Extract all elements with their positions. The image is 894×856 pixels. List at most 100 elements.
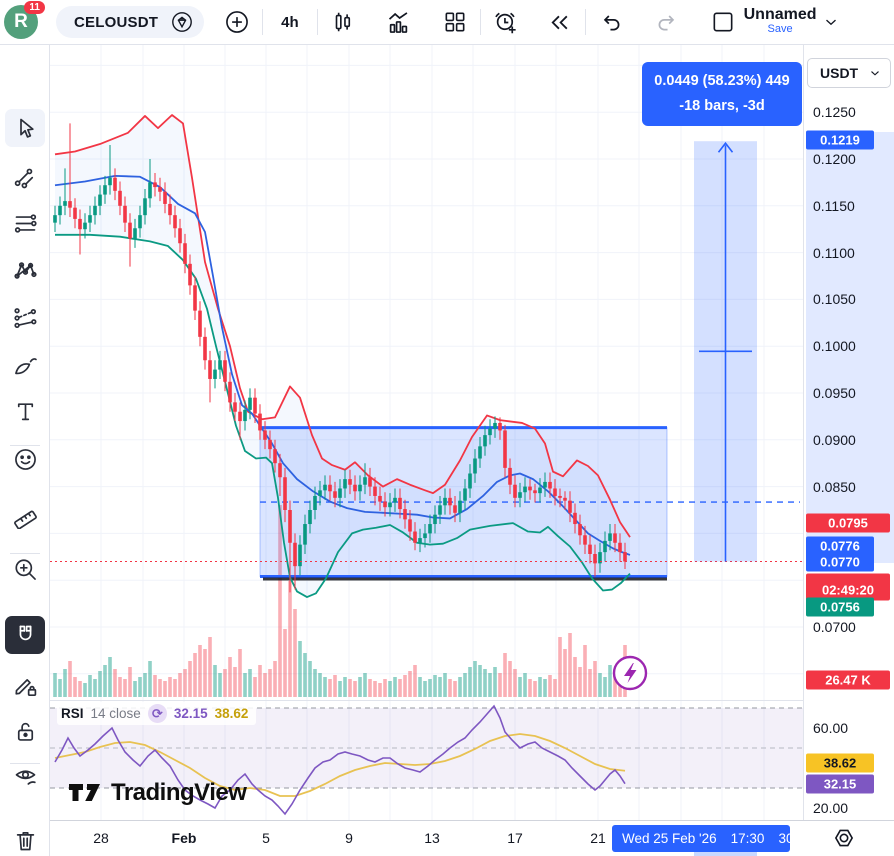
lock-drawings-tool[interactable] (5, 712, 45, 750)
rsi-legend[interactable]: RSI 14 close ⟳ 32.15 38.62 (57, 702, 257, 725)
emoji-tool[interactable] (5, 440, 45, 478)
layout-grid-button[interactable] (436, 3, 474, 41)
price-tick-label: 60.00 (813, 720, 849, 736)
layout-name-button[interactable]: Unnamed Save (744, 7, 817, 37)
price-tick-label: 20.00 (813, 800, 849, 816)
cursor-tool[interactable] (5, 109, 45, 147)
layout-thumbnail-button[interactable] (704, 3, 742, 41)
price-tick-label: 0.1050 (813, 291, 856, 308)
measure-tool[interactable] (5, 496, 45, 534)
lock-drawings-tool-icon (17, 722, 33, 741)
undo-button[interactable] (592, 3, 630, 41)
currency-dropdown[interactable]: USDT (807, 58, 891, 88)
time-tick-label: 28 (93, 830, 109, 846)
trend-line-tool[interactable] (5, 157, 45, 195)
drawing-mode-tool-icon (14, 678, 36, 696)
chevron-down-icon (871, 71, 879, 76)
date-label: Wed 25 Feb '26 17:30 30 (612, 825, 794, 852)
tradingview-mark-icon (69, 784, 100, 801)
price-range-drawing[interactable] (694, 141, 757, 562)
time-tick-label: 21 (590, 830, 606, 846)
toolbar-group-separator (10, 445, 40, 446)
pattern-tool-icon (13, 261, 37, 279)
text-tool-icon (17, 402, 33, 420)
toolbar-group-separator (10, 763, 40, 764)
range-change-text: 0.0449 (58.23%) 449 (654, 73, 790, 89)
rsi-title: RSI (61, 706, 84, 721)
toolbar-separator (262, 9, 264, 35)
alert-button[interactable] (487, 3, 525, 41)
lightning-icon[interactable] (612, 655, 648, 691)
rsi-ma-value: 38.62 (214, 706, 249, 721)
time-text: 17:30 (730, 831, 765, 846)
layout-title: Unnamed (743, 6, 817, 23)
zoom-in-tool[interactable] (5, 550, 45, 588)
redo-button[interactable] (648, 3, 686, 41)
zoom-in-tool-icon (14, 558, 36, 580)
price-tick-label: 0.1000 (813, 338, 856, 355)
price-tick-label: 0.1150 (813, 197, 855, 214)
date-text: Wed 25 Feb '26 (622, 831, 717, 846)
forecast-tool-icon (13, 307, 36, 328)
currency-label: USDT (820, 65, 859, 81)
measure-tool-icon (13, 510, 37, 529)
forecast-tool[interactable] (5, 298, 45, 336)
price-tick-label: 0.1200 (813, 151, 856, 167)
toolbar-separator (316, 9, 318, 35)
price-tick-label: 0.0950 (813, 385, 856, 401)
brush-tool-icon (14, 357, 37, 374)
rsi-line (54, 704, 626, 816)
bollinger-upper-line (54, 114, 631, 538)
magnet-tool[interactable] (5, 616, 45, 654)
price-tick-label: 0.1250 (813, 104, 856, 121)
price-axis-label: 32.15 (806, 774, 874, 794)
price-tick-label: 0.0900 (813, 431, 856, 448)
pattern-tool[interactable] (5, 251, 45, 289)
hidden-label-tail: 30 (778, 831, 794, 846)
text-tool[interactable] (5, 392, 45, 430)
emoji-tool-icon (14, 448, 36, 470)
hide-drawings-tool-icon (15, 769, 36, 785)
price-tick-label: 0.1100 (813, 244, 855, 261)
replay-button[interactable] (541, 3, 579, 41)
pane-separator[interactable] (50, 700, 803, 701)
brush-tool[interactable] (5, 346, 45, 384)
price-axis-label: 0.0756 (806, 597, 874, 617)
price-axis[interactable]: USDT 0.1250 0.1200 0.1150 0.1100 0.1050 0.100… (804, 45, 894, 820)
grid-lines (50, 45, 803, 820)
indicators-button[interactable] (380, 3, 418, 41)
settings-icon[interactable] (826, 821, 862, 855)
price-tick-label: 0.0700 (813, 619, 856, 635)
bollinger-lower-line (55, 233, 631, 598)
layout-chevron-button[interactable] (817, 3, 845, 41)
fib-retracement-tool[interactable] (5, 204, 45, 242)
bollinger-fill (55, 115, 630, 598)
symbol-search-button[interactable]: CELOUSDT (56, 6, 205, 38)
cursor-tool-icon (19, 118, 34, 138)
time-tick-label: 17 (507, 830, 523, 846)
remove-drawings-tool[interactable] (5, 821, 45, 856)
interval-button[interactable]: 4h (281, 13, 299, 31)
user-avatar[interactable]: R 11 (4, 1, 45, 39)
tradingview-logo[interactable]: TradingView (68, 779, 247, 807)
fib-retracement-tool-icon (14, 213, 37, 233)
rsi-params: 14 close (90, 706, 141, 721)
diamond-icon[interactable] (170, 10, 194, 34)
price-axis-label: 38.62 (806, 753, 874, 773)
time-tick-label: Feb (171, 830, 197, 846)
notification-badge: 11 (24, 1, 45, 14)
compare-add-button[interactable] (218, 3, 256, 41)
hide-drawings-tool[interactable] (5, 757, 45, 795)
volume-bars (53, 505, 627, 697)
time-tick-label: 5 (262, 830, 270, 846)
drawing-mode-tool[interactable] (5, 666, 45, 704)
time-axis[interactable]: Wed 25 Feb '26 17:30 30 28 Feb 5 9 13 17 21 (50, 821, 894, 856)
chart-style-button[interactable] (324, 3, 362, 41)
save-button[interactable]: Save (767, 23, 793, 35)
toolbar-separator (479, 9, 481, 35)
refresh-icon[interactable]: ⟳ (147, 704, 167, 723)
price-axis-border (803, 45, 804, 856)
drawing-toolbar (0, 45, 50, 856)
top-toolbar: R 11 CELOUSDT 4h (0, 0, 894, 45)
